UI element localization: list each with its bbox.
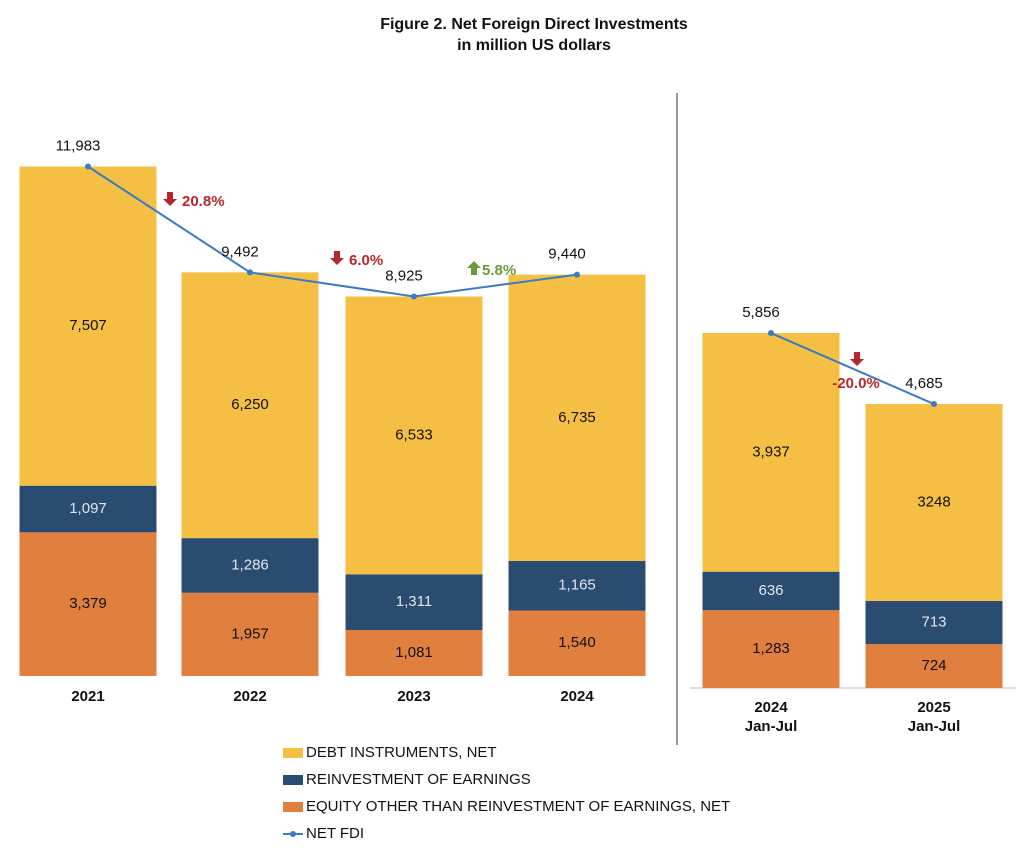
data-label: 1,286 bbox=[231, 556, 269, 573]
x-tick-sublabel: Jan-Jul bbox=[745, 718, 798, 735]
bar-segment bbox=[865, 644, 1003, 688]
bar-segment bbox=[508, 610, 646, 676]
line-point bbox=[85, 163, 91, 170]
change-arrow bbox=[330, 251, 344, 265]
change-annotation: 6.0% bbox=[349, 252, 383, 269]
x-tick-label: 2024 bbox=[754, 699, 788, 716]
legend-swatch bbox=[283, 802, 303, 812]
bar-segment bbox=[181, 592, 319, 676]
change-annotation: 5.8% bbox=[482, 262, 516, 279]
data-label: 713 bbox=[921, 613, 946, 630]
data-label: 1,081 bbox=[395, 644, 433, 661]
x-tick-label: 2025 bbox=[917, 699, 950, 716]
data-label: 1,283 bbox=[752, 640, 790, 657]
x-tick-label: 2023 bbox=[397, 688, 430, 705]
change-arrow bbox=[467, 261, 481, 275]
line bbox=[770, 332, 935, 405]
data-label: 3,937 bbox=[752, 443, 790, 460]
data-label: 636 bbox=[758, 582, 783, 599]
bar-segment bbox=[865, 600, 1003, 645]
line-label: 8,925 bbox=[385, 267, 423, 284]
line-label: 9,492 bbox=[221, 243, 259, 260]
legend-label: DEBT INSTRUMENTS, NET bbox=[306, 744, 497, 761]
data-label: 6,250 bbox=[231, 396, 269, 413]
chart-subtitle: in million US dollars bbox=[457, 37, 611, 54]
legend-label: NET FDI bbox=[306, 825, 364, 842]
x-tick-sublabel: Jan-Jul bbox=[908, 718, 961, 735]
bar-segment bbox=[19, 166, 157, 486]
x-tick-label: 2021 bbox=[71, 688, 104, 705]
change-annotation: 20.8% bbox=[182, 193, 225, 210]
data-label: 6,533 bbox=[395, 426, 433, 443]
bar-segment bbox=[702, 571, 840, 611]
bar-segment bbox=[702, 333, 840, 572]
line-label: 9,440 bbox=[548, 246, 586, 263]
legend-label: EQUITY OTHER THAN REINVESTMENT OF EARNIN… bbox=[306, 798, 730, 815]
line bbox=[87, 165, 578, 298]
bar-segment bbox=[181, 538, 319, 593]
bar-segment bbox=[865, 404, 1003, 601]
data-label: 1,540 bbox=[558, 634, 596, 651]
bar-segment bbox=[508, 274, 646, 561]
bar-segment bbox=[345, 630, 483, 676]
data-label: 1,957 bbox=[231, 625, 269, 642]
chart-title: Figure 2. Net Foreign Direct Investments bbox=[380, 16, 688, 33]
x-tick-label: 2022 bbox=[233, 688, 266, 705]
bar-segment bbox=[702, 610, 840, 688]
change-arrow bbox=[163, 192, 177, 206]
line-label: 11,983 bbox=[56, 137, 101, 154]
bar-segment bbox=[345, 296, 483, 575]
line-label: 4,685 bbox=[905, 375, 943, 392]
bar-segment bbox=[345, 574, 483, 631]
legend-label: REINVESTMENT OF EARNINGS bbox=[306, 771, 531, 788]
data-label: 1,097 bbox=[69, 500, 107, 517]
legend-swatch bbox=[283, 775, 303, 785]
x-tick-label: 2024 bbox=[560, 688, 594, 705]
line-point bbox=[247, 269, 253, 276]
line-point bbox=[411, 293, 417, 300]
data-label: 3248 bbox=[917, 493, 950, 510]
line-label: 5,856 bbox=[742, 304, 780, 321]
bar-segment bbox=[19, 532, 157, 676]
data-label: 3,379 bbox=[69, 595, 107, 612]
data-label: 6,735 bbox=[558, 409, 596, 426]
legend-swatch bbox=[283, 748, 303, 758]
legend-marker bbox=[290, 831, 296, 837]
line-point bbox=[768, 330, 774, 337]
bar-segment bbox=[508, 560, 646, 611]
bar-segment bbox=[181, 272, 319, 539]
data-label: 1,165 bbox=[558, 577, 596, 594]
line-point bbox=[574, 271, 580, 278]
change-arrow bbox=[850, 352, 864, 366]
change-annotation: -20.0% bbox=[832, 375, 880, 392]
data-label: 7,507 bbox=[69, 317, 107, 334]
data-label: 1,311 bbox=[396, 593, 432, 610]
line-point bbox=[931, 401, 937, 408]
bar-segment bbox=[19, 485, 157, 533]
data-label: 724 bbox=[921, 657, 946, 674]
